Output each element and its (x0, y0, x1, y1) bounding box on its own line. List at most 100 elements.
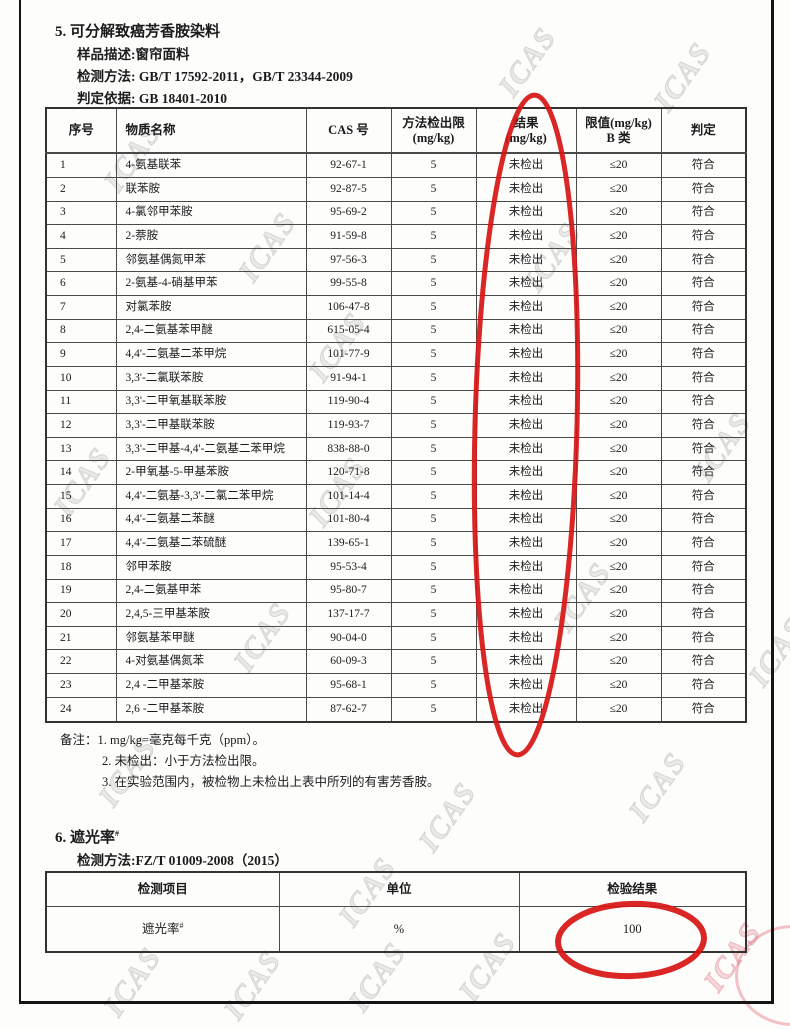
cell-result: 未检出 (475, 224, 577, 249)
cell-verdict: 符合 (660, 673, 747, 698)
cell-cas-number: 95-80-7 (305, 578, 392, 604)
table-row: 21 邻氨基苯甲醚 90-04-0 5 未检出 ≤20 符合 (45, 625, 747, 651)
cell-limit: ≤20 (575, 696, 662, 723)
table-row: 7 对氯苯胺 106-47-8 5 未检出 ≤20 符合 (45, 295, 747, 320)
cell-detection-limit: 5 (390, 176, 477, 202)
section5-title: 5. 可分解致癌芳香胺染料 (55, 20, 220, 41)
header-substance-name: 物质名称 (115, 107, 307, 154)
table-row: 13 3,3'-二甲基-4,4'-二氨基二苯甲烷 838-88-0 5 未检出 … (45, 436, 747, 462)
cell-row-number: 11 (45, 389, 117, 415)
cell-detection-limit: 5 (390, 342, 477, 367)
cell-cas-number: 91-59-8 (305, 224, 392, 249)
cell-row-number: 6 (45, 271, 117, 297)
cell-result: 未检出 (475, 247, 577, 273)
section6-title-text: 遮光率 (70, 830, 116, 846)
table-row: 17 4,4'-二氨基二苯硫醚 139-65-1 5 未检出 ≤20 符合 (45, 531, 747, 556)
cell-limit: ≤20 (575, 507, 662, 533)
cell-limit: ≤20 (575, 531, 662, 556)
cell-row-number: 16 (45, 507, 117, 533)
cell-result: 未检出 (475, 389, 577, 415)
cell-detection-limit: 5 (390, 271, 477, 297)
cell-substance-name: 4,4'-二氨基二苯甲烷 (115, 342, 307, 367)
header-result-line2: (mg/kg) (505, 130, 547, 145)
substances-table-header-row: 序号 物质名称 CAS 号 方法检出限 (mg/kg) 结果 (mg/kg) 限… (45, 107, 747, 154)
cell-limit: ≤20 (575, 554, 662, 580)
cell-cas-number: 137-17-7 (305, 602, 392, 627)
cell-substance-name: 邻氨基苯甲醚 (115, 625, 307, 651)
cell-detection-limit: 5 (390, 507, 477, 533)
cell-substance-name: 2,4 -二甲基苯胺 (115, 673, 307, 698)
cell-detection-limit: 5 (390, 295, 477, 320)
cell-verdict: 符合 (660, 696, 747, 723)
cell-cas-number: 99-55-8 (305, 271, 392, 297)
icas-watermark: ICAS (492, 20, 564, 103)
test-method-line: 检测方法: GB/T 17592-2011，GB/T 23344-2009 (77, 69, 353, 84)
cell-row-number: 2 (45, 176, 117, 202)
cell-cas-number: 97-56-3 (305, 247, 392, 273)
cell-substance-name: 4-对氨基偶氮苯 (115, 649, 307, 675)
cell-result: 未检出 (475, 200, 577, 226)
cell-cas-number: 91-94-1 (305, 365, 392, 391)
cell-result: 未检出 (475, 649, 577, 675)
cell-verdict: 符合 (660, 176, 747, 202)
cell-row-number: 10 (45, 365, 117, 391)
table-row: 24 2,6 -二甲基苯胺 87-62-7 5 未检出 ≤20 符合 (45, 696, 747, 723)
cell-row-number: 14 (45, 460, 117, 486)
cell-verdict: 符合 (660, 413, 747, 438)
table-row: 6 2-氨基-4-硝基甲苯 99-55-8 5 未检出 ≤20 符合 (45, 271, 747, 297)
cell-cas-number: 615-05-4 (305, 318, 392, 344)
header-detection-limit-line2: (mg/kg) (412, 130, 455, 145)
scan-edge-right (771, 0, 774, 1003)
header-verdict: 判定 (660, 107, 747, 154)
table-row: 10 3,3'-二氯联苯胺 91-94-1 5 未检出 ≤20 符合 (45, 365, 747, 391)
cell-substance-name: 3,3'-二甲基联苯胺 (115, 413, 307, 438)
cell-shading-item: 遮光率# (45, 905, 280, 953)
cell-cas-number: 92-87-5 (305, 176, 392, 202)
section6-title: 6. 遮光率# (55, 826, 119, 847)
cell-result: 未检出 (475, 484, 577, 509)
cell-substance-name: 3,3'-二氯联苯胺 (115, 365, 307, 391)
cell-substance-name: 2,4-二氨基苯甲醚 (115, 318, 307, 344)
shading-item-text: 遮光率 (141, 922, 180, 937)
cell-substance-name: 邻氨基偶氮甲苯 (115, 247, 307, 273)
cell-verdict: 符合 (660, 507, 747, 533)
cell-result: 未检出 (475, 625, 577, 651)
cell-verdict: 符合 (660, 578, 747, 604)
cell-detection-limit: 5 (390, 318, 477, 344)
substances-table: 序号 物质名称 CAS 号 方法检出限 (mg/kg) 结果 (mg/kg) 限… (45, 107, 747, 723)
cell-limit: ≤20 (575, 389, 662, 415)
cell-cas-number: 92-67-1 (305, 152, 392, 178)
table-row: 15 4,4'-二氨基-3,3'-二氯二苯甲烷 101-14-4 5 未检出 ≤… (45, 484, 747, 509)
cell-result: 未检出 (475, 342, 577, 367)
icas-watermark: ICAS (742, 610, 790, 693)
cell-result: 未检出 (475, 602, 577, 627)
cell-result: 未检出 (475, 673, 577, 698)
table-row: 14 2-甲氧基-5-甲基苯胺 120-71-8 5 未检出 ≤20 符合 (45, 460, 747, 486)
cell-verdict: 符合 (660, 247, 747, 273)
cell-verdict: 符合 (660, 271, 747, 297)
cell-detection-limit: 5 (390, 200, 477, 226)
substances-table-body: 1 4-氨基联苯 92-67-1 5 未检出 ≤20 符合 2 联苯胺 92-8… (45, 152, 747, 723)
cell-result: 未检出 (475, 152, 577, 178)
cell-limit: ≤20 (575, 365, 662, 391)
table-row: 5 邻氨基偶氮甲苯 97-56-3 5 未检出 ≤20 符合 (45, 247, 747, 273)
section6-title-sup: # (115, 829, 120, 838)
header-limit-line1: 限值(mg/kg) (585, 116, 652, 131)
table-row: 23 2,4 -二甲基苯胺 95-68-1 5 未检出 ≤20 符合 (45, 673, 747, 698)
cell-substance-name: 4-氯邻甲苯胺 (115, 200, 307, 226)
cell-substance-name: 2,4,5-三甲基苯胺 (115, 602, 307, 627)
cell-detection-limit: 5 (390, 484, 477, 509)
table-row: 8 2,4-二氨基苯甲醚 615-05-4 5 未检出 ≤20 符合 (45, 318, 747, 344)
cell-limit: ≤20 (575, 436, 662, 462)
cell-limit: ≤20 (575, 460, 662, 486)
cell-result: 未检出 (475, 507, 577, 533)
note-item-3: 3. 在实验范围内，被检物上未检出上表中所列的有害芳香胺。 (102, 775, 440, 789)
cell-limit: ≤20 (575, 247, 662, 273)
table-row: 1 4-氨基联苯 92-67-1 5 未检出 ≤20 符合 (45, 152, 747, 178)
cell-detection-limit: 5 (390, 152, 477, 178)
table-row: 9 4,4'-二氨基二苯甲烷 101-77-9 5 未检出 ≤20 符合 (45, 342, 747, 367)
cell-shading-result: 100 (518, 905, 747, 953)
header-no: 序号 (45, 107, 117, 154)
cell-row-number: 19 (45, 578, 117, 604)
